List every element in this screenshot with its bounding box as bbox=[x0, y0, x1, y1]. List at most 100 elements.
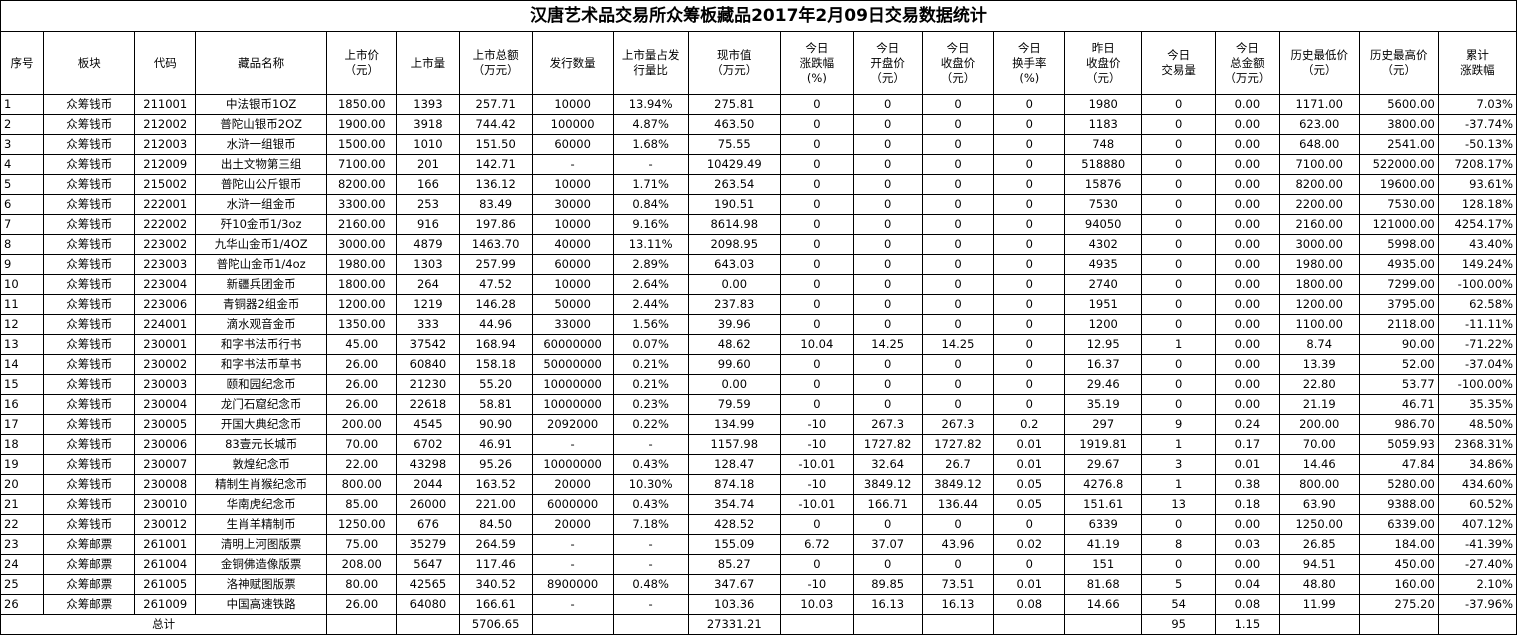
table-cell: 10000000 bbox=[531, 374, 614, 395]
table-cell: -100.00% bbox=[1437, 374, 1517, 395]
table-cell: 168.94 bbox=[458, 334, 533, 355]
table-cell: 81.68 bbox=[1064, 574, 1143, 595]
table-cell: 4276.8 bbox=[1064, 474, 1143, 495]
table-cell: - bbox=[531, 434, 614, 455]
table-cell: 金铜佛造像版票 bbox=[194, 554, 328, 575]
table-cell: 5280.00 bbox=[1358, 474, 1439, 495]
column-header-line: （万元） bbox=[472, 63, 519, 77]
table-cell: 普陀山金币1/4oz bbox=[194, 254, 328, 275]
column-header: 今日 开盘价 （元） bbox=[852, 31, 923, 95]
table-cell: 223003 bbox=[134, 254, 196, 275]
table-cell: 744.42 bbox=[458, 114, 533, 135]
table-cell: 267.3 bbox=[852, 414, 923, 435]
table-cell: 146.28 bbox=[458, 294, 533, 315]
table-cell: 63.90 bbox=[1278, 494, 1360, 515]
table-cell: - bbox=[531, 154, 614, 175]
table-cell: 众筹钱币 bbox=[43, 474, 136, 495]
table-cell: 众筹钱币 bbox=[43, 334, 136, 355]
table-cell: 261005 bbox=[134, 574, 196, 595]
table-cell: 136.44 bbox=[921, 494, 995, 515]
table-cell: -10.01 bbox=[779, 454, 854, 475]
table-cell: 0 bbox=[779, 274, 854, 295]
table-cell: 8200.00 bbox=[326, 174, 398, 195]
table-cell: 众筹钱币 bbox=[43, 294, 136, 315]
table-cell: 134.99 bbox=[687, 414, 781, 435]
table-cell: 0 bbox=[1141, 354, 1217, 375]
table-cell: 众筹钱币 bbox=[43, 454, 136, 475]
table-row: 9 众筹钱币 223003 普陀山金币1/4oz 1980.00 1303 257.99 60… bbox=[0, 254, 1517, 275]
table-cell: 0 bbox=[1141, 294, 1217, 315]
table-cell: 46.91 bbox=[458, 434, 533, 455]
table-cell: 10000 bbox=[531, 274, 614, 295]
table-cell: -37.74% bbox=[1437, 114, 1517, 135]
table-cell: 166 bbox=[396, 174, 460, 195]
column-header-line: 历史最高价 bbox=[1370, 48, 1428, 62]
table-cell: 0 bbox=[1141, 234, 1217, 255]
table-cell: 5647 bbox=[396, 554, 460, 575]
table-cell: 1200.00 bbox=[1278, 294, 1360, 315]
table-cell: 64080 bbox=[396, 594, 460, 615]
table-row: 25 众筹邮票 261005 洛神赋图版票 80.00 42565 340.52 890000… bbox=[0, 574, 1517, 595]
table-cell: 100000 bbox=[531, 114, 614, 135]
total-market-value: 27331.21 bbox=[687, 614, 781, 635]
column-header-line: 序号 bbox=[10, 55, 34, 70]
table-cell: 龙门石窟纪念币 bbox=[194, 394, 328, 415]
table-cell: 121000.00 bbox=[1358, 214, 1439, 235]
table-cell: 12 bbox=[0, 314, 45, 335]
table-cell: -11.11% bbox=[1437, 314, 1517, 335]
table-cell: 0.00 bbox=[1215, 334, 1280, 355]
table-cell: 歼10金币1/3oz bbox=[194, 214, 328, 235]
table-cell: 0.04 bbox=[1215, 574, 1280, 595]
table-cell: 0 bbox=[779, 214, 854, 235]
table-cell: 0 bbox=[993, 334, 1066, 355]
table-cell: 19600.00 bbox=[1358, 174, 1439, 195]
table-cell: 518880 bbox=[1064, 154, 1143, 175]
table-cell: 26.7 bbox=[921, 454, 995, 475]
table-cell: 0 bbox=[921, 174, 995, 195]
table-cell: 20 bbox=[0, 474, 45, 495]
table-cell: 0.17 bbox=[1215, 434, 1280, 455]
table-cell: 35279 bbox=[396, 534, 460, 555]
table-cell: 29.46 bbox=[1064, 374, 1143, 395]
table-cell: 14 bbox=[0, 354, 45, 375]
table-cell: 0 bbox=[779, 194, 854, 215]
table-cell: 14.66 bbox=[1064, 594, 1143, 615]
table-cell: 3800.00 bbox=[1358, 114, 1439, 135]
column-header: 藏品名称 bbox=[194, 31, 328, 95]
table-cell: 众筹钱币 bbox=[43, 234, 136, 255]
table-cell: 众筹钱币 bbox=[43, 434, 136, 455]
table-cell: 0.00 bbox=[1215, 154, 1280, 175]
table-cell: 60.52% bbox=[1437, 494, 1517, 515]
table-cell: 257.99 bbox=[458, 254, 533, 275]
total-empty bbox=[1358, 614, 1439, 635]
table-cell: 45.00 bbox=[326, 334, 398, 355]
table-cell: 22 bbox=[0, 514, 45, 535]
table-cell: 48.80 bbox=[1278, 574, 1360, 595]
table-cell: 986.70 bbox=[1358, 414, 1439, 435]
table-cell: 0 bbox=[779, 174, 854, 195]
table-cell: 17 bbox=[0, 414, 45, 435]
table-cell: 众筹钱币 bbox=[43, 254, 136, 275]
table-cell: 华南虎纪念币 bbox=[194, 494, 328, 515]
table-cell: 0 bbox=[852, 354, 923, 375]
column-header: 板块 bbox=[43, 31, 136, 95]
table-cell: 0.48% bbox=[612, 574, 689, 595]
table-cell: 1157.98 bbox=[687, 434, 781, 455]
table-cell: 230006 bbox=[134, 434, 196, 455]
table-row: 8 众筹钱币 223002 九华山金币1/4OZ 3000.00 4879 1463.70 4… bbox=[0, 234, 1517, 255]
table-cell: 1303 bbox=[396, 254, 460, 275]
column-header-line: 今日 bbox=[1235, 40, 1259, 55]
table-cell: 1 bbox=[1141, 434, 1217, 455]
table-cell: 151 bbox=[1064, 554, 1143, 575]
table-cell: 众筹钱币 bbox=[43, 394, 136, 415]
table-cell: 3300.00 bbox=[326, 194, 398, 215]
table-cell: 5059.93 bbox=[1358, 434, 1439, 455]
table-cell: 1393 bbox=[396, 94, 460, 115]
table-cell: 643.03 bbox=[687, 254, 781, 275]
table-cell: 230002 bbox=[134, 354, 196, 375]
table-cell: 0 bbox=[993, 174, 1066, 195]
table-cell: - bbox=[612, 554, 689, 575]
column-header-line: 收盘价 bbox=[940, 55, 976, 70]
column-header: 今日 收盘价 （元） bbox=[921, 31, 995, 95]
column-header-line: 上市量 bbox=[410, 55, 446, 70]
